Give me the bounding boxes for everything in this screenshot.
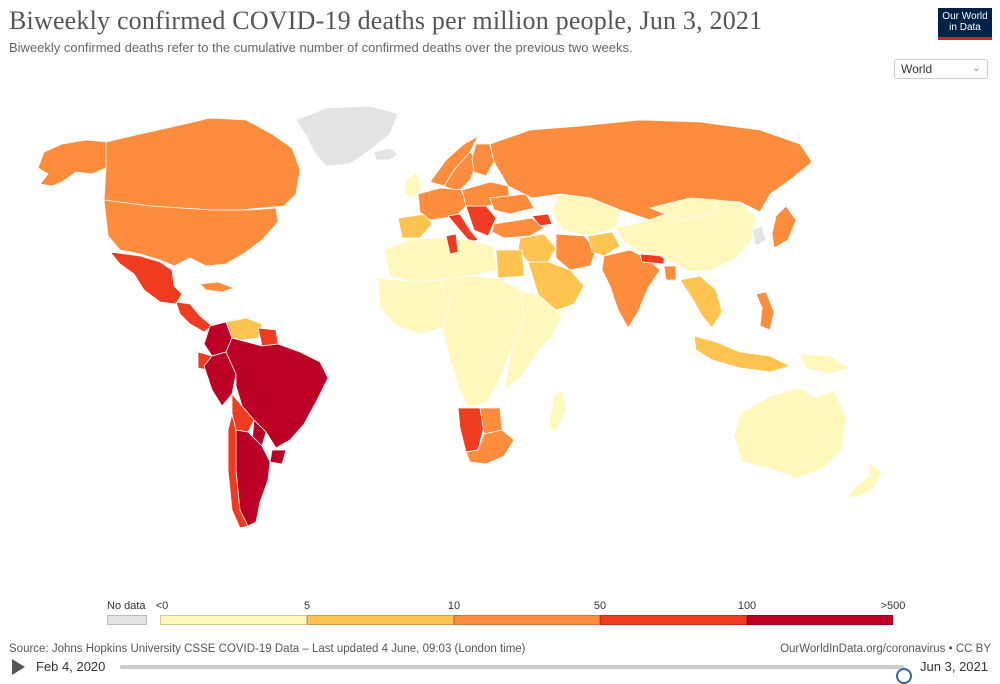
world-map bbox=[37, 105, 883, 529]
region-select-value: World bbox=[901, 62, 933, 76]
legend-tick: 10 bbox=[447, 600, 461, 612]
country-peru[interactable] bbox=[203, 351, 237, 407]
play-icon[interactable] bbox=[12, 659, 25, 675]
country-japan[interactable] bbox=[771, 205, 797, 249]
country-russia[interactable] bbox=[489, 119, 813, 221]
country-korea[interactable] bbox=[751, 225, 767, 247]
timeline-start-date[interactable]: Feb 4, 2020 bbox=[36, 659, 106, 674]
country-iceland[interactable] bbox=[373, 147, 399, 161]
legend-tick: <0 bbox=[155, 600, 169, 612]
credit-link[interactable]: OurWorldInData.org/coronavirus • CC BY bbox=[780, 643, 991, 655]
country-madagascar[interactable] bbox=[547, 389, 567, 433]
country-bangladesh[interactable] bbox=[663, 265, 677, 281]
country-uruguay[interactable] bbox=[269, 449, 287, 465]
region-select[interactable]: World ⌄ bbox=[894, 59, 988, 79]
map-legend: No data <0 5 10 50 100 >500 bbox=[0, 598, 1000, 628]
country-middle-east[interactable] bbox=[517, 233, 557, 263]
country-east-africa[interactable] bbox=[503, 289, 563, 391]
country-greenland[interactable] bbox=[295, 105, 399, 167]
country-botswana[interactable] bbox=[479, 407, 503, 435]
country-uk-ireland[interactable] bbox=[403, 171, 423, 199]
country-egypt[interactable] bbox=[495, 249, 525, 279]
country-caucasus[interactable] bbox=[531, 213, 553, 227]
country-afghanistan[interactable] bbox=[587, 231, 621, 257]
page-subtitle: Biweekly confirmed deaths refer to the c… bbox=[9, 40, 633, 55]
timeline: Feb 4, 2020 Jun 3, 2021 bbox=[0, 656, 1000, 684]
country-indonesia[interactable] bbox=[693, 335, 792, 373]
country-iran[interactable] bbox=[555, 233, 597, 271]
country-kazakhstan[interactable] bbox=[551, 193, 621, 237]
country-west-europe[interactable] bbox=[417, 187, 467, 221]
legend-tick: >500 bbox=[880, 600, 906, 612]
timeline-track[interactable] bbox=[120, 665, 912, 684]
country-iberia[interactable] bbox=[397, 213, 433, 239]
country-alaska[interactable] bbox=[37, 139, 109, 187]
logo-line-1: Our World bbox=[942, 11, 988, 22]
source-text: Source: Johns Hopkins University CSSE CO… bbox=[9, 643, 526, 655]
country-central-africa[interactable] bbox=[439, 275, 525, 409]
country-papua[interactable] bbox=[799, 353, 851, 375]
country-south-africa[interactable] bbox=[465, 429, 515, 465]
legend-bin-1[interactable] bbox=[307, 615, 454, 625]
chevron-down-icon: ⌄ bbox=[971, 62, 981, 74]
owid-logo[interactable]: Our World in Data bbox=[938, 8, 992, 40]
country-philippines[interactable] bbox=[755, 291, 775, 331]
country-brazil[interactable] bbox=[225, 337, 329, 449]
country-argentina[interactable] bbox=[235, 429, 271, 527]
legend-bin-4[interactable] bbox=[747, 615, 893, 625]
country-ukraine[interactable] bbox=[489, 193, 535, 215]
country-venezuela[interactable] bbox=[225, 317, 263, 341]
timeline-handle[interactable] bbox=[896, 668, 912, 684]
logo-line-2: in Data bbox=[949, 22, 981, 33]
timeline-end-date[interactable]: Jun 3, 2021 bbox=[920, 659, 988, 674]
country-tunisia[interactable] bbox=[445, 233, 459, 255]
country-cuba[interactable] bbox=[199, 281, 236, 293]
country-australia[interactable] bbox=[733, 387, 847, 479]
legend-bin-0[interactable] bbox=[160, 615, 307, 625]
legend-no-data-swatch[interactable] bbox=[107, 615, 147, 625]
country-guyana[interactable] bbox=[257, 327, 279, 347]
country-canada[interactable] bbox=[103, 117, 301, 211]
legend-tick: 50 bbox=[593, 600, 607, 612]
country-west-africa[interactable] bbox=[377, 277, 451, 335]
legend-tick: 5 bbox=[303, 600, 311, 612]
legend-no-data-label: No data bbox=[107, 600, 146, 612]
legend-bin-3[interactable] bbox=[600, 615, 747, 625]
country-central-america[interactable] bbox=[175, 301, 213, 333]
legend-tick: 100 bbox=[737, 600, 757, 612]
country-mexico[interactable] bbox=[109, 251, 183, 305]
country-southeast-asia[interactable] bbox=[679, 275, 723, 329]
page-title: Biweekly confirmed COVID-19 deaths per m… bbox=[9, 6, 763, 35]
legend-bin-2[interactable] bbox=[454, 615, 600, 625]
country-new-zealand[interactable] bbox=[845, 461, 883, 499]
country-north-africa[interactable] bbox=[383, 237, 499, 283]
timeline-track-fill bbox=[120, 665, 904, 669]
country-mongolia[interactable] bbox=[648, 197, 719, 221]
country-italy[interactable] bbox=[447, 213, 479, 243]
country-usa[interactable] bbox=[103, 199, 279, 267]
